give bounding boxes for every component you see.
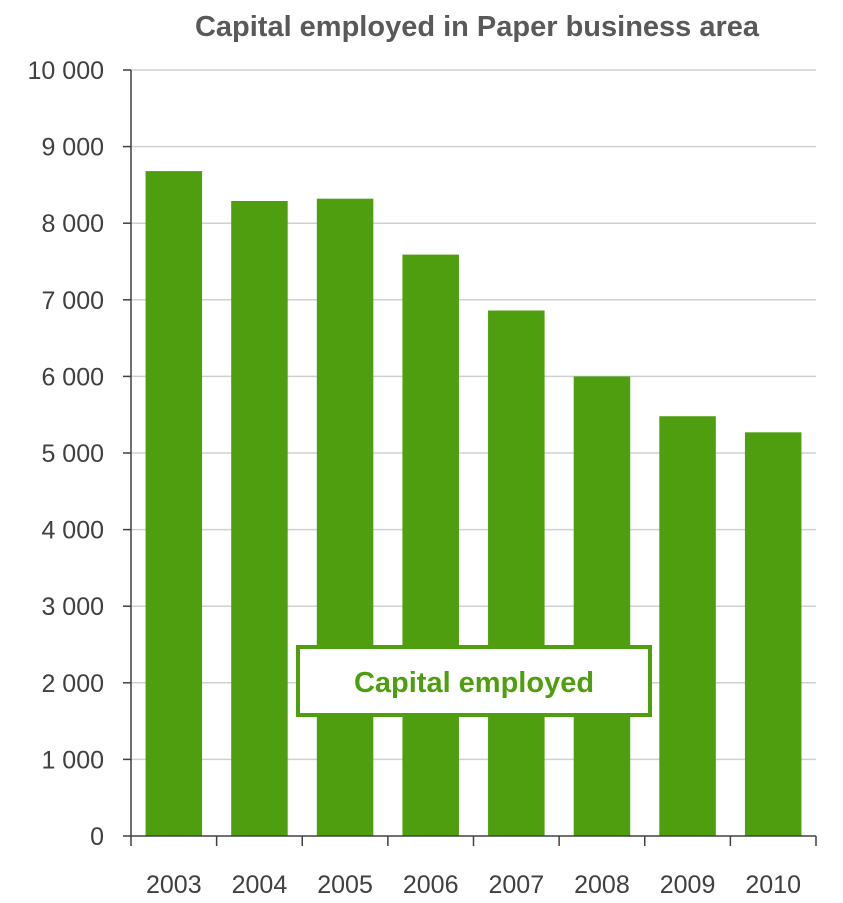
legend-label: Capital employed <box>354 667 594 699</box>
bar-2010 <box>744 432 802 836</box>
x-tick-label: 2003 <box>146 871 202 898</box>
y-tick-label: 0 <box>90 823 104 851</box>
x-tick-label: 2009 <box>660 871 716 898</box>
bar-2008 <box>573 376 631 836</box>
y-tick-label: 5 000 <box>41 440 104 468</box>
y-tick-label: 2 000 <box>41 670 104 698</box>
legend: Capital employed <box>296 645 652 717</box>
bar-2007 <box>488 310 545 836</box>
y-tick-label: 10 000 <box>28 57 104 85</box>
bar-2005 <box>316 198 374 837</box>
x-tick-label: 2007 <box>489 871 545 898</box>
chart-title: Capital employed in Paper business area <box>195 11 760 43</box>
bar-2003 <box>145 171 203 836</box>
x-tick-label: 2008 <box>574 871 630 898</box>
y-tick-label: 1 000 <box>41 746 104 774</box>
y-tick-label: 6 000 <box>41 363 104 391</box>
y-tick-labels: 0 1 000 2 000 3 000 4 000 5 000 6 000 7 000 8 00… <box>28 57 104 851</box>
bars <box>145 171 802 837</box>
bar-2006 <box>402 254 459 836</box>
y-tick-label: 4 000 <box>41 517 104 545</box>
y-tick-label: 8 000 <box>41 210 104 238</box>
x-tick-label: 2005 <box>317 871 373 898</box>
bar-2004 <box>231 200 288 837</box>
x-tick-label: 2006 <box>403 871 459 898</box>
x-tick-label: 2004 <box>232 871 288 898</box>
y-tick-label: 9 000 <box>41 134 104 162</box>
bar-2009 <box>659 416 716 836</box>
axes <box>123 69 817 846</box>
x-tick-labels: 2003 2004 2005 2006 2007 2008 2009 2010 <box>146 871 801 899</box>
x-tick-label: 2010 <box>745 871 801 898</box>
y-tick-label: 3 000 <box>41 593 104 621</box>
y-tick-label: 7 000 <box>41 287 104 315</box>
legend-box <box>296 645 652 717</box>
